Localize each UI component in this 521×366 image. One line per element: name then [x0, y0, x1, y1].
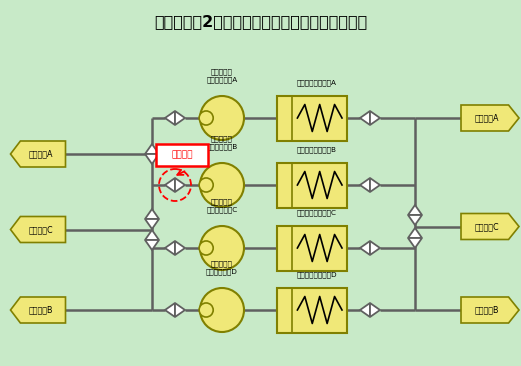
Text: 原子炉補機
冷却水ポンプB: 原子炉補機 冷却水ポンプB: [206, 136, 238, 150]
Text: 原子炉補機
冷却水ポンプC: 原子炉補機 冷却水ポンプC: [206, 199, 238, 213]
Polygon shape: [408, 215, 422, 225]
Text: 原子炉補機
冷却水ポンプD: 原子炉補機 冷却水ポンプD: [206, 261, 238, 275]
Text: 供給母管A: 供給母管A: [474, 113, 499, 123]
Polygon shape: [360, 241, 370, 255]
Polygon shape: [370, 178, 380, 192]
Polygon shape: [277, 288, 347, 332]
Polygon shape: [277, 163, 347, 208]
Text: 原子炉補機冷却器C: 原子炉補機冷却器C: [297, 209, 337, 216]
Polygon shape: [145, 219, 159, 229]
Polygon shape: [461, 105, 519, 131]
Polygon shape: [165, 178, 175, 192]
Circle shape: [199, 303, 213, 317]
Text: 原子炉補機冷却器B: 原子炉補機冷却器B: [297, 146, 337, 153]
Text: 伊方発電所2号機　原子炉補機冷却水系統概略図: 伊方発電所2号機 原子炉補機冷却水系統概略図: [154, 15, 367, 30]
Polygon shape: [175, 111, 185, 125]
Polygon shape: [461, 213, 519, 239]
Circle shape: [199, 178, 213, 192]
Text: 戻り母管C: 戻り母管C: [29, 225, 54, 234]
Text: 戻り母管A: 戻り母管A: [29, 149, 54, 158]
Polygon shape: [165, 303, 175, 317]
Circle shape: [200, 163, 244, 207]
Polygon shape: [408, 228, 422, 238]
Polygon shape: [145, 144, 159, 154]
Polygon shape: [461, 297, 519, 323]
Circle shape: [199, 111, 213, 125]
Text: 戻り母管B: 戻り母管B: [29, 306, 54, 314]
Polygon shape: [156, 144, 208, 166]
Polygon shape: [175, 178, 185, 192]
Polygon shape: [175, 241, 185, 255]
Text: 原子炉補機冷却器A: 原子炉補機冷却器A: [297, 79, 337, 86]
Circle shape: [200, 288, 244, 332]
Text: 当該箇所: 当該箇所: [171, 150, 193, 160]
Polygon shape: [360, 111, 370, 125]
Polygon shape: [277, 96, 347, 141]
Polygon shape: [408, 238, 422, 248]
Text: 原子炉補機
冷却水ポンプA: 原子炉補機 冷却水ポンプA: [206, 69, 238, 83]
Polygon shape: [360, 178, 370, 192]
Text: 供給母管C: 供給母管C: [474, 222, 499, 231]
Polygon shape: [277, 225, 347, 270]
Polygon shape: [370, 111, 380, 125]
Polygon shape: [370, 303, 380, 317]
Circle shape: [200, 226, 244, 270]
Polygon shape: [145, 230, 159, 240]
Polygon shape: [360, 303, 370, 317]
Circle shape: [200, 96, 244, 140]
Polygon shape: [165, 241, 175, 255]
Polygon shape: [408, 205, 422, 215]
Polygon shape: [145, 154, 159, 164]
Polygon shape: [370, 241, 380, 255]
Polygon shape: [10, 141, 66, 167]
Polygon shape: [145, 209, 159, 219]
Text: 供給母管B: 供給母管B: [474, 306, 499, 314]
Polygon shape: [10, 217, 66, 243]
Polygon shape: [165, 111, 175, 125]
Polygon shape: [10, 297, 66, 323]
Polygon shape: [175, 303, 185, 317]
Polygon shape: [145, 240, 159, 250]
Circle shape: [199, 241, 213, 255]
Text: 原子炉補機冷却器D: 原子炉補機冷却器D: [296, 272, 337, 278]
